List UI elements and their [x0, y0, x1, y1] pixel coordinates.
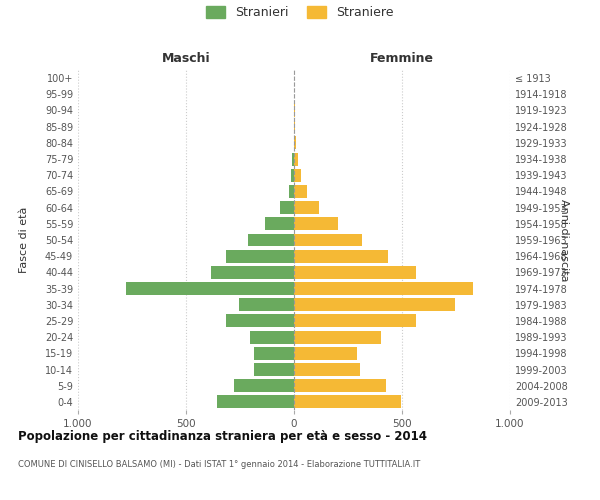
- Bar: [294, 104, 295, 117]
- Bar: [292, 152, 294, 166]
- Bar: [294, 314, 416, 328]
- Text: Maschi: Maschi: [161, 52, 211, 65]
- Bar: [294, 218, 338, 230]
- Bar: [294, 330, 382, 344]
- Bar: [294, 298, 455, 311]
- Bar: [294, 136, 296, 149]
- Bar: [233, 379, 294, 392]
- Bar: [217, 396, 294, 408]
- Bar: [226, 250, 294, 262]
- Bar: [294, 396, 401, 408]
- Bar: [125, 282, 294, 295]
- Bar: [294, 250, 388, 262]
- Bar: [226, 314, 294, 328]
- Bar: [280, 201, 294, 214]
- Bar: [294, 347, 356, 360]
- Bar: [248, 234, 294, 246]
- Bar: [294, 152, 298, 166]
- Bar: [294, 169, 301, 181]
- Text: Fasce di età: Fasce di età: [19, 207, 29, 273]
- Bar: [294, 185, 307, 198]
- Legend: Stranieri, Straniere: Stranieri, Straniere: [206, 6, 394, 19]
- Bar: [211, 266, 294, 279]
- Bar: [294, 379, 386, 392]
- Bar: [254, 363, 294, 376]
- Text: Femmine: Femmine: [370, 52, 434, 65]
- Bar: [289, 185, 294, 198]
- Bar: [294, 120, 295, 133]
- Bar: [254, 347, 294, 360]
- Bar: [294, 201, 319, 214]
- Bar: [294, 266, 416, 279]
- Text: COMUNE DI CINISELLO BALSAMO (MI) - Dati ISTAT 1° gennaio 2014 - Elaborazione TUT: COMUNE DI CINISELLO BALSAMO (MI) - Dati …: [18, 460, 420, 469]
- Bar: [294, 282, 473, 295]
- Bar: [250, 330, 294, 344]
- Text: Popolazione per cittadinanza straniera per età e sesso - 2014: Popolazione per cittadinanza straniera p…: [18, 430, 427, 443]
- Text: Anni di nascita: Anni di nascita: [559, 198, 569, 281]
- Bar: [291, 169, 294, 181]
- Bar: [294, 234, 362, 246]
- Bar: [294, 363, 360, 376]
- Bar: [265, 218, 294, 230]
- Bar: [239, 298, 294, 311]
